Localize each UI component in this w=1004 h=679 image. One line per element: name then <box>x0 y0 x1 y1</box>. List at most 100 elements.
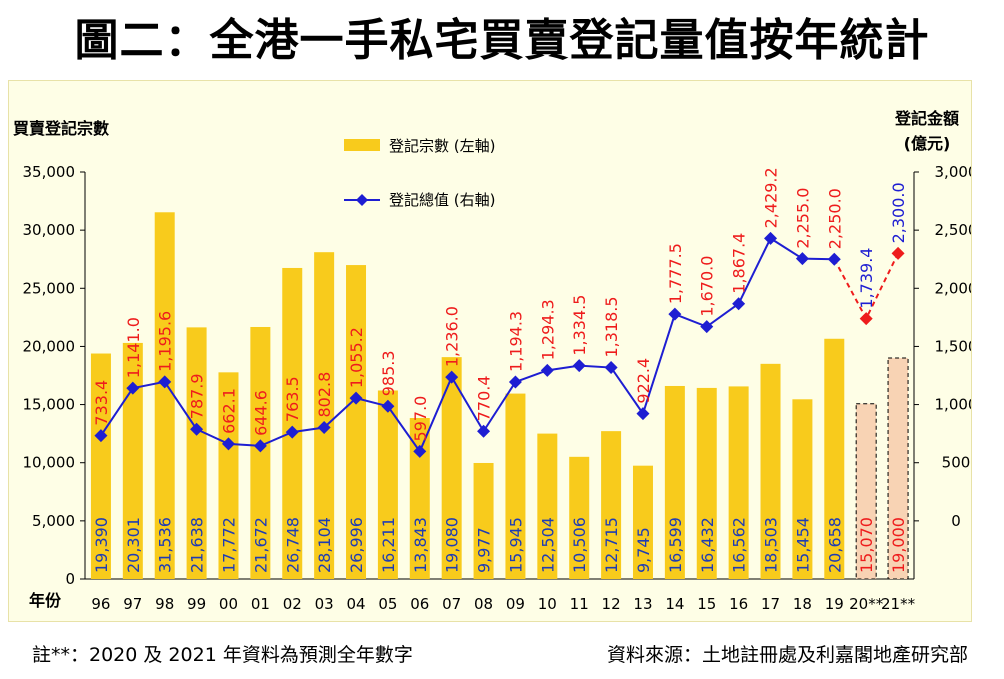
line-value-label: 763.5 <box>283 376 302 422</box>
line-marker <box>604 361 618 375</box>
bar-value-label: 9,977 <box>475 527 494 573</box>
bar <box>760 363 781 579</box>
bar-value-label: 15,454 <box>793 517 812 573</box>
x-tick-label: 04 <box>346 595 365 613</box>
x-tick-label: 06 <box>410 595 429 613</box>
bar-value-label: 21,638 <box>188 517 207 573</box>
left-tick-label: 25,000 <box>23 279 76 297</box>
bar <box>537 433 558 579</box>
left-tick-label: 0 <box>65 570 75 588</box>
bar-value-label: 18,503 <box>762 517 781 573</box>
combo-chart: 0 5,000 10,000 15,000 20,000 25,000 30,000 35,0… <box>13 109 971 613</box>
line-value-label: 1,194.3 <box>506 311 525 372</box>
x-axis-title: 年份 <box>29 591 62 610</box>
line-value-label: 1,334.5 <box>570 295 589 356</box>
x-tick-label: 08 <box>474 595 493 613</box>
line-marker <box>859 312 873 326</box>
bar <box>728 386 749 579</box>
bar <box>314 252 335 580</box>
bar <box>569 456 590 579</box>
bar-value-label: 16,599 <box>666 517 685 573</box>
bar-value-label: 9,745 <box>634 527 653 573</box>
bar-value-label: 15,945 <box>506 517 525 573</box>
x-tick-label: 02 <box>283 595 302 613</box>
bar-value-label: 28,104 <box>315 517 334 573</box>
bar-value-label: 16,432 <box>698 517 717 573</box>
line-marker <box>253 439 267 453</box>
bar-value-label: 20,301 <box>124 517 143 573</box>
left-tick-label: 20,000 <box>23 337 76 355</box>
bar <box>90 353 111 579</box>
bar-value-label: 31,536 <box>156 517 175 573</box>
x-tick-label: 01 <box>251 595 270 613</box>
right-axis-title: 登記金額 <box>894 109 959 128</box>
line-value-label: 1,777.5 <box>666 243 685 304</box>
line-marker <box>764 231 778 245</box>
line-value-label: 1,739.4 <box>857 248 876 309</box>
right-axis-unit: (億元) <box>904 134 951 153</box>
bar-value-label: 15,070 <box>857 517 876 573</box>
right-tick-label: 1,500 <box>935 337 971 355</box>
line-value-label: 662.1 <box>219 388 238 434</box>
x-tick-label: 09 <box>506 595 525 613</box>
bar-value-label: 13,843 <box>411 517 430 573</box>
left-axis-title: 買賣登記宗數 <box>13 119 109 138</box>
line-marker <box>508 375 522 389</box>
bar-value-label: 17,772 <box>219 517 238 573</box>
line-marker <box>668 307 682 321</box>
footer-note: 註**：2020 及 2021 年資料為預測全年數字 <box>32 644 413 666</box>
line-value-label: 597.0 <box>411 396 430 442</box>
bar <box>186 327 207 579</box>
legend-label-bars: 登記宗數 (左軸) <box>389 137 495 155</box>
legend-label-line: 登記總值 (右軸) <box>389 191 495 209</box>
line-value-label: 1,055.2 <box>347 327 366 388</box>
line-marker <box>126 381 140 395</box>
line-marker <box>477 424 491 438</box>
line-marker <box>158 375 172 389</box>
line-marker <box>700 320 714 334</box>
x-tick-label: 15 <box>697 595 716 613</box>
right-tick-label: 500 <box>942 454 971 472</box>
x-tick-label: 03 <box>315 595 334 613</box>
line-marker <box>190 422 204 436</box>
left-tick-label: 10,000 <box>23 454 76 472</box>
bar <box>824 338 845 579</box>
x-tick-label: 14 <box>665 595 684 613</box>
x-tick-label: 19 <box>825 595 844 613</box>
bar <box>696 387 717 579</box>
line-value-label: 1,141.0 <box>124 317 143 378</box>
line-value-label: 787.9 <box>188 373 207 419</box>
line-value-label: 644.6 <box>251 390 270 436</box>
bar <box>601 431 622 579</box>
bar-value-label: 21,672 <box>251 517 270 573</box>
series-line-actual <box>100 236 835 454</box>
bar-value-label: 20,658 <box>825 517 844 573</box>
legend-swatch-bars <box>344 139 380 151</box>
bar <box>250 326 271 579</box>
legend-swatch-marker <box>356 194 368 206</box>
page-title: 圖二：全港一手私宅買賣登記量值按年統計 <box>74 15 930 66</box>
left-tick-label: 35,000 <box>23 163 76 181</box>
bar-value-label: 26,748 <box>283 517 302 573</box>
x-tick-label: 18 <box>793 595 812 613</box>
bar <box>473 462 494 579</box>
bar-value-label: 19,080 <box>443 517 462 573</box>
left-tick-label: 30,000 <box>23 221 76 239</box>
line-value-label: 1,236.0 <box>443 306 462 367</box>
line-value-label: 1,195.6 <box>156 311 175 372</box>
line-value-label: 770.4 <box>475 375 494 421</box>
right-tick-label: 2,000 <box>935 279 971 297</box>
line-marker <box>317 421 331 435</box>
line-marker <box>94 429 108 443</box>
bar-value-label: 12,504 <box>538 517 557 573</box>
x-tick-label: 16 <box>729 595 748 613</box>
right-tick-label: 0 <box>951 512 961 530</box>
x-tick-label: 17 <box>761 595 780 613</box>
line-marker <box>349 391 363 405</box>
left-tick-label: 5,000 <box>32 512 75 530</box>
bar <box>792 399 813 579</box>
x-tick-label: 99 <box>187 595 206 613</box>
bar <box>154 212 175 579</box>
bar-value-label: 10,506 <box>570 517 589 573</box>
line-value-label: 985.3 <box>379 350 398 396</box>
